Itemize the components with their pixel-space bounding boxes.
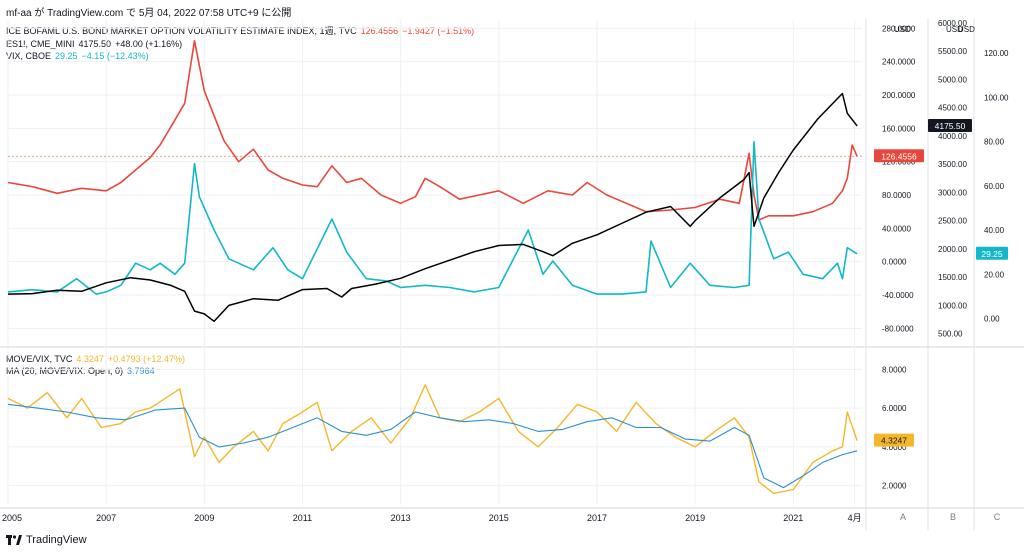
es-price-tag-bg (928, 118, 972, 132)
scale-a-tick: 0.0000 (882, 258, 907, 267)
scale-c-tick: 40.00 (984, 226, 1005, 235)
scale-b-tick: 500.00 (938, 330, 963, 339)
series-vix-line (7, 140, 858, 295)
legend-ma-value: 3.7964 (127, 366, 155, 376)
scale-a-tick: -40.0000 (882, 291, 914, 300)
legend-vix-value: 29.25 (55, 51, 78, 61)
x-tick-label: 4月 (848, 513, 862, 523)
legend-bottom: MOVE/VIX, TVC 4.3247 +0.4793 (+12.47%) MA … (6, 354, 189, 376)
vix-price-tag-bg (976, 246, 1008, 260)
series-move-line (7, 40, 858, 221)
legend-move-value: 126.4556 (360, 26, 399, 36)
publish-header: mf-aa が TradingView.com で 5月 04, 2022 07… (6, 8, 292, 19)
chart-svg[interactable]: 2005 2007 2009 2011 2013 2015 2017 2019 2021 4月 US… (0, 0, 1024, 530)
move-price-tag-bg (874, 149, 924, 163)
scale-b-currency: USD (946, 25, 963, 34)
bottom-scale-tick: 6.0000 (882, 404, 907, 413)
scale-c-tick: 60.00 (984, 182, 1005, 191)
vix-price-tag: 29.25 (976, 246, 1008, 260)
scale-b-tick: 4500.00 (938, 104, 967, 113)
scale-c-tick: 120.00 (984, 49, 1009, 58)
es-price-tag: 4175.50 (928, 118, 972, 132)
scale-a-tick: 80.0000 (882, 191, 911, 200)
scale-b-tick: 2500.00 (938, 217, 967, 226)
bottom-scale-tick: 2.0000 (882, 482, 907, 491)
legend-vix-label: VIX, CBOE (6, 51, 52, 61)
scale-a-tick: 40.0000 (882, 224, 911, 233)
x-tick-label: 2007 (96, 513, 116, 523)
ratio-price-tag-text: 4.3247 (881, 436, 907, 446)
legend-es: ES1!, CME_MINI 4175.50 +48.00 (+1.16%) (6, 39, 478, 49)
move-price-tag: 126.4556 (874, 149, 924, 163)
legend-move-change: −1.9427 (−1.51%) (402, 26, 475, 36)
bottom-scale-tick: 4.0000 (882, 443, 907, 452)
legend-move-label: ICE BOFAML U.S. BOND MARKET OPTION VOLAT… (6, 26, 357, 36)
legend-ma-label: MA (20, MOVE/VIX: Open, 0) (6, 366, 124, 376)
scale-b-tick: 4000.00 (938, 132, 967, 141)
legend-ratio-label: MOVE/VIX, TVC (6, 354, 73, 364)
legend-ratio: MOVE/VIX, TVC 4.3247 +0.4793 (+12.47%) (6, 354, 189, 364)
ratio-price-tag-bg (874, 433, 914, 447)
legend-ratio-value: 4.3247 (76, 354, 104, 364)
legend-es-label: ES1!, CME_MINI (6, 39, 75, 49)
scale-b-tick: 6000.00 (938, 19, 967, 28)
scale-b-tick: 1000.00 (938, 301, 967, 310)
scale-b-tick: 3500.00 (938, 160, 967, 169)
bottom-scale-tick: 8.0000 (882, 365, 907, 374)
es-price-tag-text: 4175.50 (935, 121, 966, 131)
scale-c-tick: 20.00 (984, 270, 1005, 279)
scale-b-tick: 3000.00 (938, 188, 967, 197)
x-tick-label: 2021 (783, 513, 803, 523)
legend-es-value: 4175.50 (78, 39, 112, 49)
x-tick-label: 2017 (587, 513, 607, 523)
scale-b-tick: 2000.00 (938, 245, 967, 254)
scale-a-tick: 240.0000 (882, 58, 916, 67)
legend-move: ICE BOFAML U.S. BOND MARKET OPTION VOLAT… (6, 24, 478, 37)
x-tick-label: 2019 (685, 513, 705, 523)
scale-c-currency: USD (958, 25, 975, 34)
x-tick-label: 2005 (2, 513, 22, 523)
x-tick-label: 2013 (391, 513, 411, 523)
x-tick-label: 2009 (194, 513, 214, 523)
scale-c-toggle: C (994, 512, 1001, 522)
legend-vix: VIX, CBOE 29.25 −4.15 (−12.43%) (6, 51, 478, 61)
legend-es-change: +48.00 (+1.16%) (115, 39, 183, 49)
scale-b-toggle: B (950, 512, 956, 522)
scale-b-tick: 5500.00 (938, 47, 967, 56)
scale-a-currency: USD (894, 25, 911, 34)
legend-ratio-change: +0.4793 (+12.47%) (107, 354, 185, 364)
scale-c-tick: 0.00 (984, 314, 1000, 323)
series-es-line (7, 92, 858, 323)
ratio-price-tag: 4.3247 (874, 433, 914, 447)
vix-price-tag-text: 29.25 (981, 249, 1003, 259)
scale-c-tick: 100.00 (984, 93, 1009, 102)
series-ma-line (7, 403, 858, 489)
series-ratio-line (7, 384, 858, 495)
footer-brand: TradingView (26, 534, 87, 546)
legend-ma: MA (20, MOVE/VIX: Open, 0) 3.7964 (6, 366, 189, 376)
scale-c-tick: 80.00 (984, 138, 1005, 147)
legend-vix-change: −4.15 (−12.43%) (81, 51, 149, 61)
scale-a-tick: -80.0000 (882, 324, 914, 333)
move-price-tag-text: 126.4556 (881, 151, 917, 161)
x-tick-label: 2015 (489, 513, 509, 523)
scale-b-tick: 5000.00 (938, 75, 967, 84)
footer: TradingView (6, 534, 87, 546)
tradingview-logo-icon (6, 535, 22, 545)
scale-b-tick: 1500.00 (938, 273, 967, 282)
scale-a-tick: 160.0000 (882, 124, 916, 133)
x-tick-label: 2011 (293, 513, 312, 523)
scale-a-tick: 280.0000 (882, 24, 916, 33)
scale-a-toggle: A (900, 512, 906, 522)
legend-top: ICE BOFAML U.S. BOND MARKET OPTION VOLAT… (6, 24, 478, 61)
scale-a-tick: 200.0000 (882, 91, 916, 100)
